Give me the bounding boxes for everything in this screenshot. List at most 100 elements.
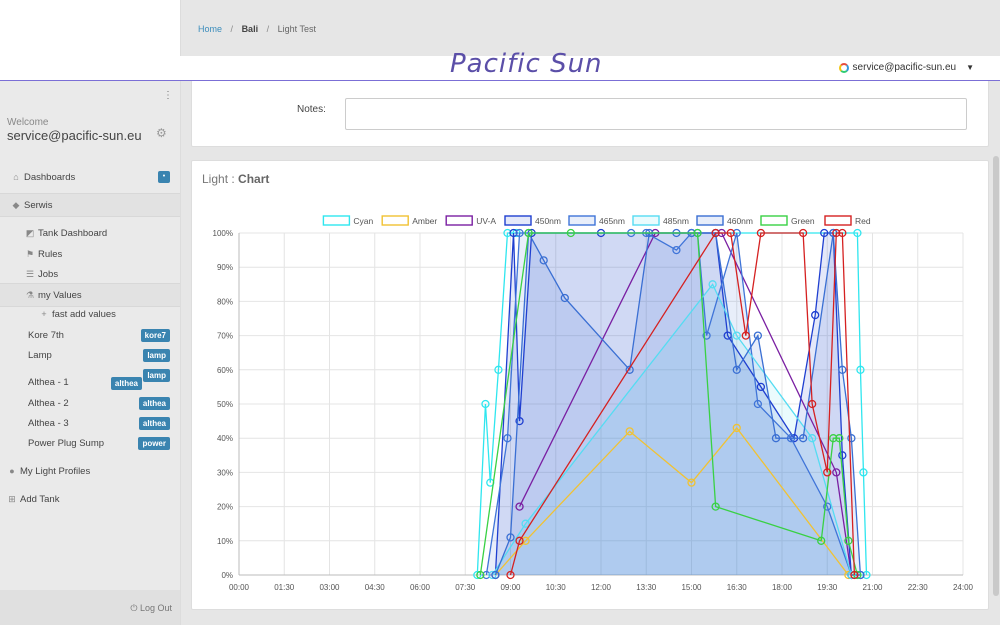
legend-label-485nm: 485nm (663, 216, 689, 226)
data-point-green (817, 536, 826, 545)
user-email: service@pacific-sun.eu (852, 62, 957, 73)
x-tick-label: 15:00 (681, 583, 702, 592)
sidebar-item-label: my Values (38, 289, 82, 301)
legend-label-green: Green (791, 216, 815, 226)
series-line-485nm (491, 283, 853, 576)
series-line-450nm (494, 232, 861, 576)
sidebar-item-tank-dashboard[interactable]: ◩ Tank Dashboard (0, 222, 180, 244)
sidebar-item-add-tank[interactable]: ⊞ Add Tank (0, 488, 180, 510)
data-point-cyan (853, 228, 862, 238)
data-point-red (515, 536, 524, 545)
series-area-460nm (495, 233, 861, 575)
data-point-red (711, 228, 720, 238)
sidebar-item-device[interactable]: Althea - 3 althea (0, 412, 180, 434)
notes-card: Notes: (191, 80, 989, 147)
sidebar-item-device[interactable]: Lamp lamp (0, 344, 180, 366)
light-chart: 00:00 01:30 03:00 04:30 06:00 07:30 09:00 10:30… (213, 215, 974, 592)
sidebar-item-label: Add Tank (20, 493, 60, 505)
data-point-cyan (862, 570, 871, 580)
legend-label-460nm: 460nm (727, 216, 753, 226)
sidebar-item-device[interactable]: Kore 7th kore7 (0, 324, 180, 346)
data-point-green (829, 434, 838, 443)
data-point-465nm (503, 434, 512, 443)
data-point-460nm (732, 365, 741, 374)
sidebar-item-serwis[interactable]: ◆ Serwis (0, 193, 180, 217)
legend-swatch-460nm (696, 215, 724, 226)
sidebar-item-label: Jobs (38, 268, 59, 280)
sidebar-item-label: Althea - 1 (28, 376, 69, 388)
sidebar-item-jobs[interactable]: ☰ Jobs (0, 263, 180, 285)
sidebar-item-device[interactable]: Althea - 1 lamp althea (0, 369, 180, 393)
sidebar-item-label: Rules (38, 248, 63, 260)
data-point-460nm (771, 434, 781, 443)
legend-swatch-450nm (504, 215, 532, 226)
sidebar-item-label: Serwis (24, 199, 53, 211)
breadcrumb-home-link[interactable]: Home (198, 24, 223, 34)
data-point-485nm (808, 434, 817, 443)
data-point-460nm (625, 365, 634, 374)
gear-icon[interactable]: ⚙ (156, 126, 167, 140)
data-point-465nm (672, 245, 681, 255)
plus-icon: + (41, 309, 47, 319)
data-point-red (726, 228, 735, 238)
flag-icon: ⚑ (25, 248, 35, 259)
legend-label-450nm: 450nm (535, 216, 561, 226)
notes-textarea[interactable] (345, 98, 967, 130)
dashboard-badge: • (158, 171, 170, 183)
series-area-450nm (495, 233, 861, 575)
sidebar (0, 0, 181, 625)
chart-icon: ◩ (25, 227, 35, 238)
sidebar-item-fast-add-values[interactable]: + fast add values (0, 303, 180, 325)
series-line-green (479, 232, 859, 576)
sidebar-item-my-values[interactable]: ⚗ my Values (0, 283, 180, 307)
x-tick-label: 22:30 (908, 583, 929, 592)
y-tick-label: 20% (217, 503, 233, 512)
data-point-amber (625, 427, 634, 436)
data-point-cyan (503, 228, 512, 238)
caret-down-icon: ▼ (966, 63, 974, 72)
data-point-465nm (515, 228, 524, 238)
data-point-450nm (515, 416, 524, 426)
more-options-icon[interactable]: ⋮ (163, 90, 173, 101)
data-point-485nm (732, 331, 741, 340)
sidebar-item-dashboards[interactable]: ⌂ Dashboards • (0, 166, 180, 188)
data-point-460nm (539, 256, 548, 265)
x-tick-label: 09:00 (500, 583, 521, 592)
top-navbar (0, 56, 1000, 81)
data-point-cyan (481, 399, 490, 409)
data-point-485nm (847, 570, 856, 580)
brand-logo[interactable]: Pacific Sun (450, 49, 603, 79)
y-tick-label: 40% (217, 434, 233, 443)
data-point-465nm (732, 228, 741, 238)
chart-title-prefix: Light : (202, 172, 235, 186)
data-point-green (835, 434, 844, 443)
sidebar-item-device[interactable]: Power Plug Sump power (0, 432, 180, 454)
data-point-465nm (482, 570, 491, 580)
device-badge: lamp (143, 349, 170, 362)
y-tick-label: 100% (213, 229, 233, 238)
data-point-465nm (753, 399, 763, 409)
logout-button[interactable]: ⏻ Log Out (130, 603, 172, 613)
sidebar-item-label: Althea - 2 (28, 397, 69, 409)
series-line-amber (494, 426, 849, 576)
y-tick-label: 30% (217, 468, 233, 477)
x-tick-label: 00:00 (229, 583, 250, 592)
sidebar-item-device[interactable]: Althea - 2 althea (0, 392, 180, 414)
data-point-450nm (838, 451, 847, 460)
device-badge: althea (138, 417, 170, 430)
user-menu[interactable]: service@pacific-sun.eu ▼ (838, 62, 974, 73)
sidebar-item-label: Kore 7th (28, 329, 64, 341)
data-point-green (844, 536, 853, 545)
device-badge: althea (110, 377, 142, 390)
sidebar-item-label: Tank Dashboard (38, 227, 108, 239)
data-point-uv-a (515, 502, 524, 511)
breadcrumb-item-bali[interactable]: Bali (241, 24, 259, 34)
sidebar-item-rules[interactable]: ⚑ Rules (0, 243, 180, 265)
x-tick-label: 03:00 (319, 583, 340, 592)
sidebar-header (0, 0, 180, 56)
welcome-label: Welcome (7, 117, 49, 128)
data-point-450nm (820, 228, 829, 238)
sidebar-item-light-profiles[interactable]: ● My Light Profiles (0, 460, 180, 482)
scrollbar[interactable] (993, 156, 999, 596)
notes-label: Notes: (297, 104, 326, 115)
